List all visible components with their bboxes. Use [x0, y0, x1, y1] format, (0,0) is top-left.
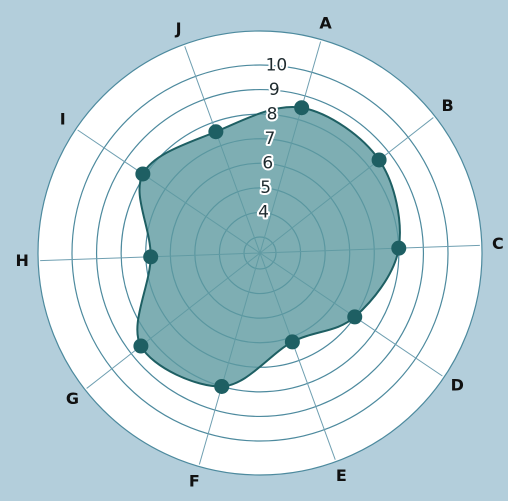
axis-label-D: D	[451, 376, 464, 395]
axis-label-F: F	[189, 471, 200, 490]
axis-label-A: A	[319, 14, 332, 33]
point-E	[284, 334, 300, 350]
grid-ring-10	[71, 64, 449, 442]
point-A	[294, 100, 310, 116]
tick-label-7: 7	[265, 129, 276, 149]
point-H	[143, 249, 159, 265]
tick-label-4: 4	[258, 203, 269, 223]
grid-ring-9	[95, 88, 425, 418]
point-B	[371, 152, 387, 168]
axis-label-I: I	[60, 109, 66, 128]
axis-labels: A B C D E F G H I J	[15, 14, 503, 491]
tick-label-6: 6	[262, 154, 273, 174]
axis-label-H: H	[15, 251, 28, 270]
series-markers	[133, 100, 407, 394]
radial-tick-labels: 4 5 6 7 8 9 10	[256, 54, 289, 225]
axis-label-G: G	[66, 389, 79, 408]
tick-label-9: 9	[269, 80, 280, 100]
point-F	[214, 378, 230, 394]
tick-label-5: 5	[260, 178, 271, 198]
point-C	[391, 240, 407, 256]
axis-label-J: J	[175, 19, 182, 38]
axis-label-E: E	[336, 466, 347, 485]
point-G	[133, 338, 149, 354]
axis-label-C: C	[492, 234, 504, 253]
point-J	[208, 124, 224, 140]
point-D	[347, 309, 363, 325]
tick-label-10: 10	[266, 56, 288, 76]
point-I	[135, 166, 151, 182]
tick-label-8: 8	[267, 105, 278, 125]
axis-label-B: B	[441, 96, 453, 115]
